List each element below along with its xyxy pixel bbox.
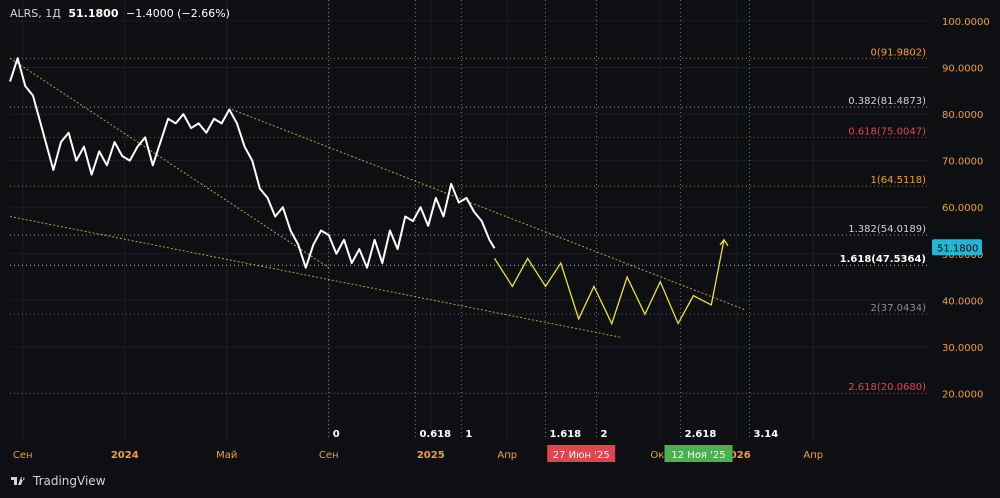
trendline	[9, 57, 330, 269]
y-tick-label: 20.0000	[942, 389, 983, 400]
fib-level-label: 0.382(81.4873)	[848, 96, 926, 107]
forecast-arrow-icon	[719, 238, 729, 247]
fib-level-label: 2.618(20.0680)	[848, 382, 926, 393]
price-line	[9, 57, 496, 269]
y-tick-label: 80.0000	[942, 110, 983, 121]
fib-time-label: 0.618	[419, 429, 451, 440]
current-price: 51.1800	[68, 7, 119, 20]
date-marker	[547, 445, 616, 462]
fib-level-label: 2(37.0434)	[870, 303, 926, 314]
fib-time-label: 2	[601, 429, 608, 440]
brand-footer[interactable]: TradingView	[10, 474, 106, 488]
trendline	[231, 108, 745, 311]
last-price-badge	[932, 239, 982, 256]
y-tick-label: 30.0000	[942, 343, 983, 354]
grid	[10, 0, 930, 440]
y-tick-label: 60.0000	[942, 203, 983, 214]
date-marker-label: 12 Ноя '25	[671, 450, 725, 461]
price-change: −1.4000 (−2.66%)	[125, 7, 230, 20]
x-tick-label: Апр	[497, 450, 517, 461]
fib-time-label: 2.618	[685, 429, 717, 440]
price-axis[interactable]: 100.000090.000080.000070.000060.000050.0…	[932, 17, 990, 400]
x-tick-label: 2025	[417, 450, 445, 461]
trendlines	[9, 57, 745, 339]
fib-level-label: 0(91.9802)	[870, 47, 926, 58]
fib-time-label: 1.618	[550, 429, 582, 440]
tradingview-logo-icon	[11, 477, 25, 485]
x-tick-label: Сен	[319, 450, 339, 461]
x-tick-label: Май	[216, 450, 237, 461]
x-tick-label: Окт	[650, 450, 670, 461]
x-tick-label: Апр	[803, 450, 823, 461]
y-tick-label: 70.0000	[942, 157, 983, 168]
y-tick-label: 40.0000	[942, 296, 983, 307]
symbol-label: ALRS, 1Д	[10, 7, 61, 20]
time-axis[interactable]: Сен 2024 Май Сен 2025 Апр Окт 2026 Апр 27 Июн '25…	[13, 445, 823, 462]
fib-retracement: 0 0.618 1 1.618 2 2.618 3.14 0(91.9802) 0.382(81…	[10, 0, 930, 440]
date-marker	[664, 445, 733, 462]
price-series	[9, 57, 729, 326]
y-tick-label: 90.0000	[942, 64, 983, 75]
last-price-label: 51.1800	[937, 243, 978, 254]
forecast-path	[493, 239, 725, 326]
brand-name: TradingView	[33, 474, 106, 488]
fib-time-label: 0	[333, 429, 340, 440]
fib-level-label: 1.382(54.0189)	[848, 224, 926, 235]
symbol-legend[interactable]: ALRS, 1Д 51.1800 −1.4000 (−2.66%)	[10, 7, 230, 20]
fib-time-label: 3.14	[754, 429, 779, 440]
x-tick-label: 2024	[111, 450, 139, 461]
fib-level-label: 1(64.5118)	[870, 175, 926, 186]
y-tick-label: 100.0000	[942, 17, 990, 28]
fib-time-label: 1	[465, 429, 472, 440]
x-tick-label: 2026	[723, 450, 751, 461]
fib-level-label: 1.618(47.5364)	[840, 254, 926, 265]
fib-level-label: 0.618(75.0047)	[848, 126, 926, 137]
x-tick-label: Сен	[13, 450, 33, 461]
date-marker-label: 27 Июн '25	[553, 450, 610, 461]
